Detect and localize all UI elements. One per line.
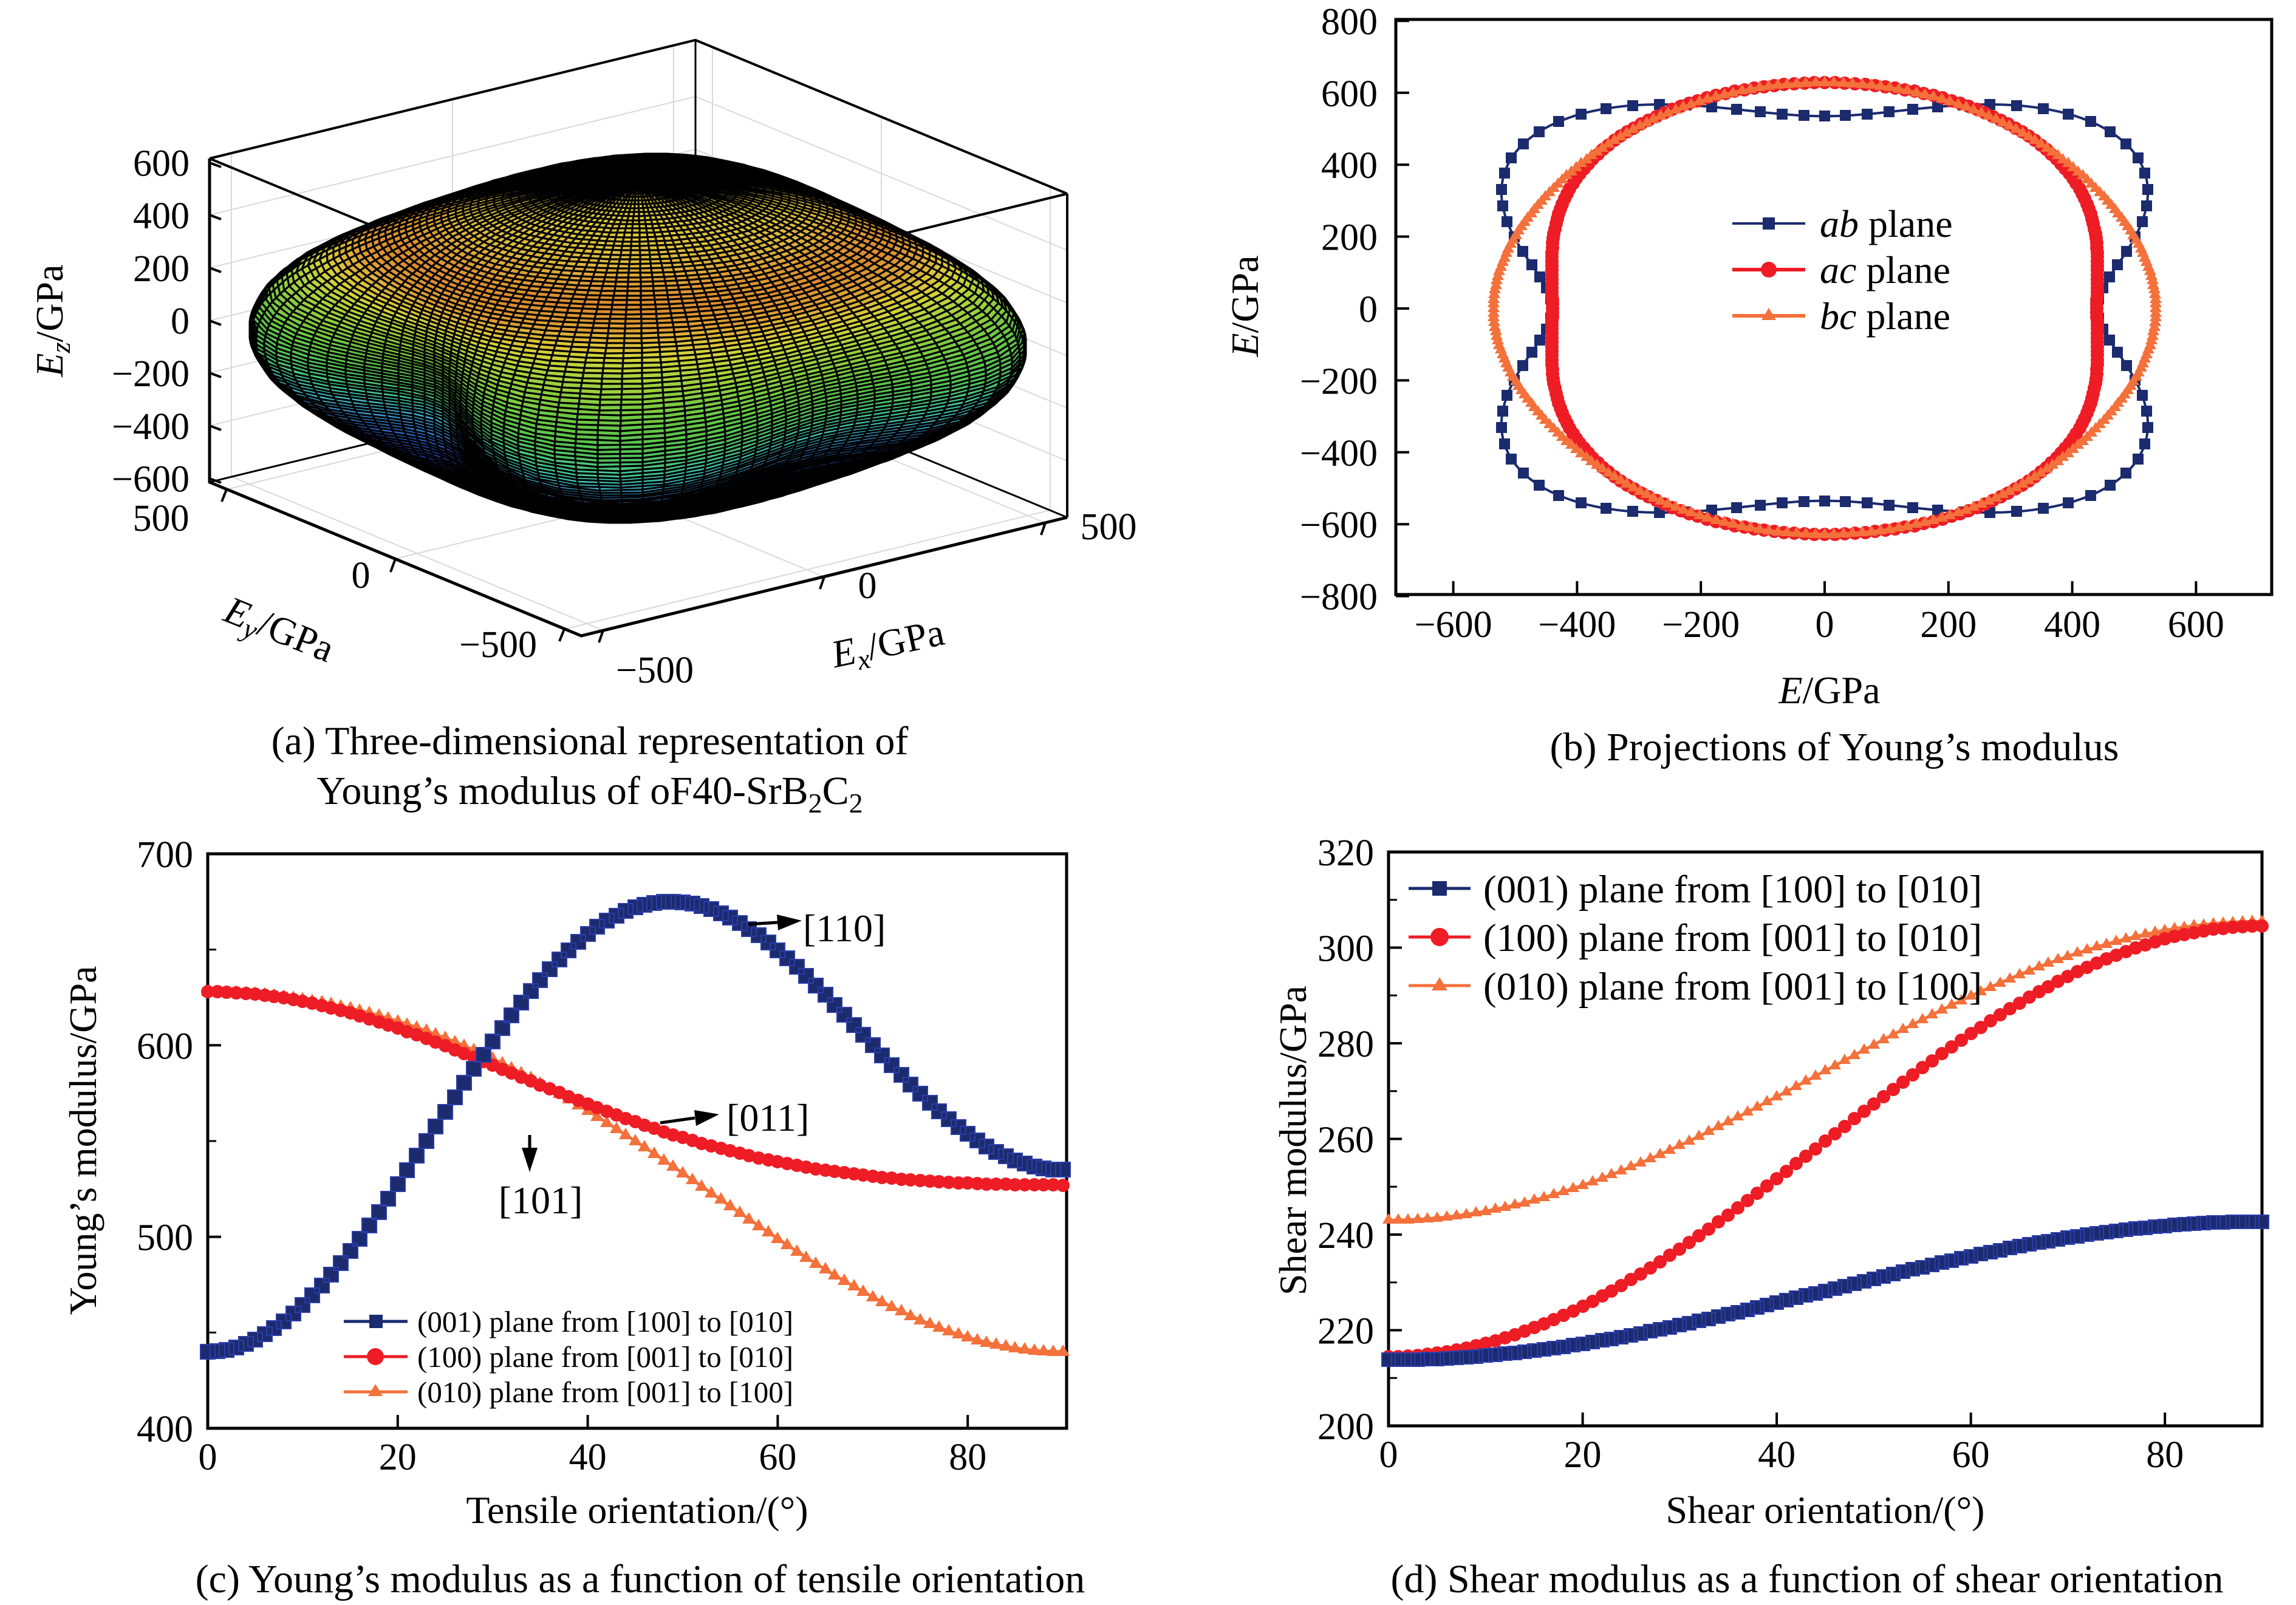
svg-text:[101]: [101]: [499, 1179, 583, 1222]
svg-text:60: 60: [1952, 1434, 1990, 1476]
svg-text:220: 220: [1317, 1311, 1374, 1352]
svg-text:260: 260: [1317, 1120, 1374, 1161]
svg-text:0: 0: [352, 555, 371, 596]
svg-text:[011]: [011]: [726, 1096, 809, 1139]
svg-text:600: 600: [137, 1026, 193, 1067]
svg-text:(010) plane from [001] to [100: (010) plane from [001] to [100]: [417, 1375, 793, 1409]
svg-text:(c) Young’s modulus as a funct: (c) Young’s modulus as a function of ten…: [196, 1557, 1085, 1601]
svg-text:20: 20: [379, 1437, 417, 1478]
svg-text:E/GPa: E/GPa: [1223, 255, 1266, 357]
svg-text:(001) plane from [100] to [010: (001) plane from [100] to [010]: [417, 1305, 793, 1338]
svg-text:40: 40: [569, 1437, 607, 1478]
svg-text:(100) plane from [001] to [010: (100) plane from [001] to [010]: [1483, 916, 1982, 960]
svg-text:−400: −400: [112, 406, 190, 448]
svg-text:−500: −500: [459, 624, 537, 666]
svg-text:80: 80: [2146, 1434, 2184, 1476]
svg-text:400: 400: [137, 1409, 193, 1450]
svg-text:−600: −600: [1415, 604, 1492, 646]
svg-text:400: 400: [2044, 604, 2100, 646]
svg-text:280: 280: [1317, 1024, 1374, 1065]
svg-text:(b) Projections of Young’s mod: (b) Projections of Young’s modulus: [1550, 725, 2119, 769]
svg-text:0: 0: [199, 1437, 217, 1478]
svg-text:Young’s modulus of oF40-SrB2C2: Young’s modulus of oF40-SrB2C2: [316, 769, 863, 819]
svg-text:Shear orientation/(°): Shear orientation/(°): [1666, 1488, 1985, 1532]
svg-text:400: 400: [1321, 145, 1378, 186]
svg-text:700: 700: [137, 834, 193, 876]
svg-text:200: 200: [1317, 1406, 1374, 1448]
svg-text:0: 0: [1816, 604, 1834, 646]
svg-text:0: 0: [1379, 1434, 1398, 1476]
svg-text:−200: −200: [1662, 604, 1740, 646]
svg-text:500: 500: [137, 1218, 193, 1259]
svg-text:(010) plane from [001] to [100: (010) plane from [001] to [100]: [1483, 965, 1982, 1009]
svg-text:Ex/GPa: Ex/GPa: [827, 610, 949, 681]
svg-text:600: 600: [2168, 604, 2224, 646]
svg-text:(100) plane from [001] to [010: (100) plane from [001] to [010]: [417, 1340, 793, 1374]
svg-text:500: 500: [1081, 506, 1137, 548]
svg-text:−600: −600: [1300, 505, 1378, 546]
svg-text:ac plane: ac plane: [1820, 248, 1950, 291]
svg-text:600: 600: [133, 143, 190, 185]
svg-text:[110]: [110]: [803, 907, 886, 950]
svg-text:0: 0: [1359, 289, 1378, 330]
svg-text:80: 80: [949, 1437, 986, 1478]
svg-text:Shear modulus/GPa: Shear modulus/GPa: [1271, 986, 1314, 1295]
svg-text:E/GPa: E/GPa: [1778, 669, 1880, 712]
svg-text:400: 400: [133, 196, 190, 237]
svg-text:240: 240: [1317, 1215, 1374, 1256]
svg-text:(d) Shear modulus as a functio: (d) Shear modulus as a function of shear…: [1391, 1557, 2224, 1601]
svg-text:bc plane: bc plane: [1820, 295, 1950, 338]
svg-text:20: 20: [1564, 1434, 1602, 1476]
svg-text:−200: −200: [1300, 361, 1378, 402]
svg-text:200: 200: [133, 248, 190, 290]
svg-text:40: 40: [1758, 1434, 1795, 1476]
svg-text:−400: −400: [1300, 433, 1378, 474]
svg-text:600: 600: [1321, 73, 1378, 115]
svg-text:800: 800: [1321, 1, 1378, 43]
svg-text:320: 320: [1317, 833, 1374, 874]
svg-text:300: 300: [1317, 929, 1374, 970]
svg-text:500: 500: [133, 498, 190, 539]
svg-text:−400: −400: [1538, 604, 1616, 646]
svg-text:−200: −200: [112, 353, 190, 395]
svg-text:Tensile orientation/(°): Tensile orientation/(°): [466, 1488, 808, 1532]
svg-text:ab plane: ab plane: [1820, 202, 1953, 245]
svg-text:200: 200: [1321, 217, 1378, 259]
svg-text:200: 200: [1920, 604, 1977, 646]
svg-text:−600: −600: [112, 459, 190, 500]
svg-text:(001) plane from [100] to [010: (001) plane from [100] to [010]: [1483, 868, 1982, 912]
svg-text:Young’s modulus/GPa: Young’s modulus/GPa: [61, 966, 104, 1315]
svg-text:60: 60: [759, 1437, 796, 1478]
svg-text:0: 0: [171, 301, 190, 342]
svg-text:Ez/GPa: Ez/GPa: [28, 265, 76, 378]
svg-text:(a) Three-dimensional represen: (a) Three-dimensional representation of: [272, 719, 909, 763]
svg-text:−500: −500: [616, 650, 694, 691]
svg-text:0: 0: [858, 565, 877, 607]
svg-text:−800: −800: [1300, 577, 1378, 618]
